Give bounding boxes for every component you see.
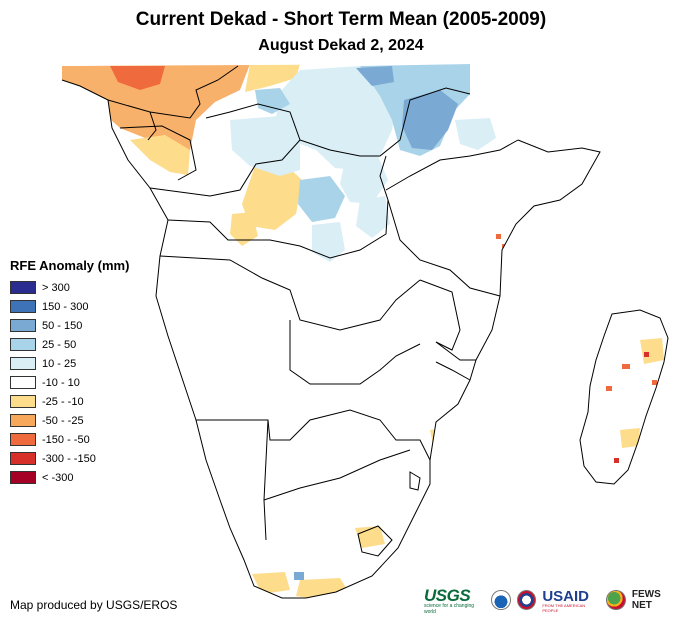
legend-label: -300 - -150 — [42, 452, 96, 465]
legend-label: 25 - 50 — [42, 338, 77, 351]
legend-item: < -300 — [10, 468, 129, 487]
usgs-logo: USGS science for a changing world — [424, 586, 485, 615]
legend-item: 50 - 150 — [10, 316, 129, 335]
legend-label: -10 - 10 — [42, 376, 80, 389]
map-subtitle: August Dekad 2, 2024 — [258, 37, 424, 54]
map-title: Current Dekad - Short Term Mean (2005-20… — [135, 9, 547, 30]
legend-swatch — [10, 452, 36, 465]
legend-swatch — [10, 433, 36, 446]
usgs-wordmark: USGS — [424, 585, 471, 605]
legend-swatch — [10, 357, 36, 370]
legend-item: -50 - -25 — [10, 411, 129, 430]
legend-swatch — [10, 338, 36, 351]
legend-item: 25 - 50 — [10, 335, 129, 354]
legend-swatch — [10, 376, 36, 389]
legend-item: -10 - 10 — [10, 373, 129, 392]
legend-item: 10 - 25 — [10, 354, 129, 373]
map-credit: Map produced by USGS/EROS — [10, 598, 178, 612]
usaid-seal-icon — [516, 590, 537, 610]
usaid-tagline: FROM THE AMERICAN PEOPLE — [542, 602, 586, 613]
legend-item: -150 - -50 — [10, 430, 129, 449]
legend-item: > 300 — [10, 278, 129, 297]
rainfall-anomaly-layer — [62, 64, 664, 598]
usgs-tagline: science for a changing world — [424, 602, 475, 615]
legend-items: > 300 150 - 300 50 - 150 25 - 50 10 - 25 -10 … — [10, 278, 129, 487]
legend-swatch — [10, 319, 36, 332]
legend-item: -25 - -10 — [10, 392, 129, 411]
legend-swatch — [10, 471, 36, 484]
legend-title: RFE Anomaly (mm) — [10, 258, 130, 273]
legend-label: 10 - 25 — [42, 357, 77, 370]
legend-swatch — [10, 281, 36, 294]
legend-swatch — [10, 395, 36, 408]
legend-label: > 300 — [42, 281, 70, 294]
legend-label: -150 - -50 — [42, 433, 90, 446]
legend-swatch — [10, 300, 36, 313]
legend-swatch — [10, 414, 36, 427]
legend-label: -25 - -10 — [42, 395, 84, 408]
country-borders — [61, 65, 669, 599]
legend-label: 50 - 150 — [42, 319, 83, 332]
usaid-wordmark: USAID — [542, 587, 590, 605]
legend-label: -50 - -25 — [42, 414, 84, 427]
legend-item: 150 - 300 — [10, 297, 129, 316]
legend-item: -300 - -150 — [10, 449, 129, 468]
logo-bar: USGS science for a changing world USAID … — [424, 586, 682, 615]
legend: RFE Anomaly (mm) > 300 150 - 300 50 - 150 2… — [10, 258, 129, 487]
fews-net-wordmark: FEWS NET — [631, 589, 661, 611]
noaa-logo-icon — [491, 590, 511, 610]
fews-globe-icon — [606, 590, 626, 610]
legend-label: < -300 — [42, 471, 74, 484]
usaid-logo: USAID FROM THE AMERICAN PEOPLE — [542, 588, 600, 613]
legend-label: 150 - 300 — [42, 300, 89, 313]
